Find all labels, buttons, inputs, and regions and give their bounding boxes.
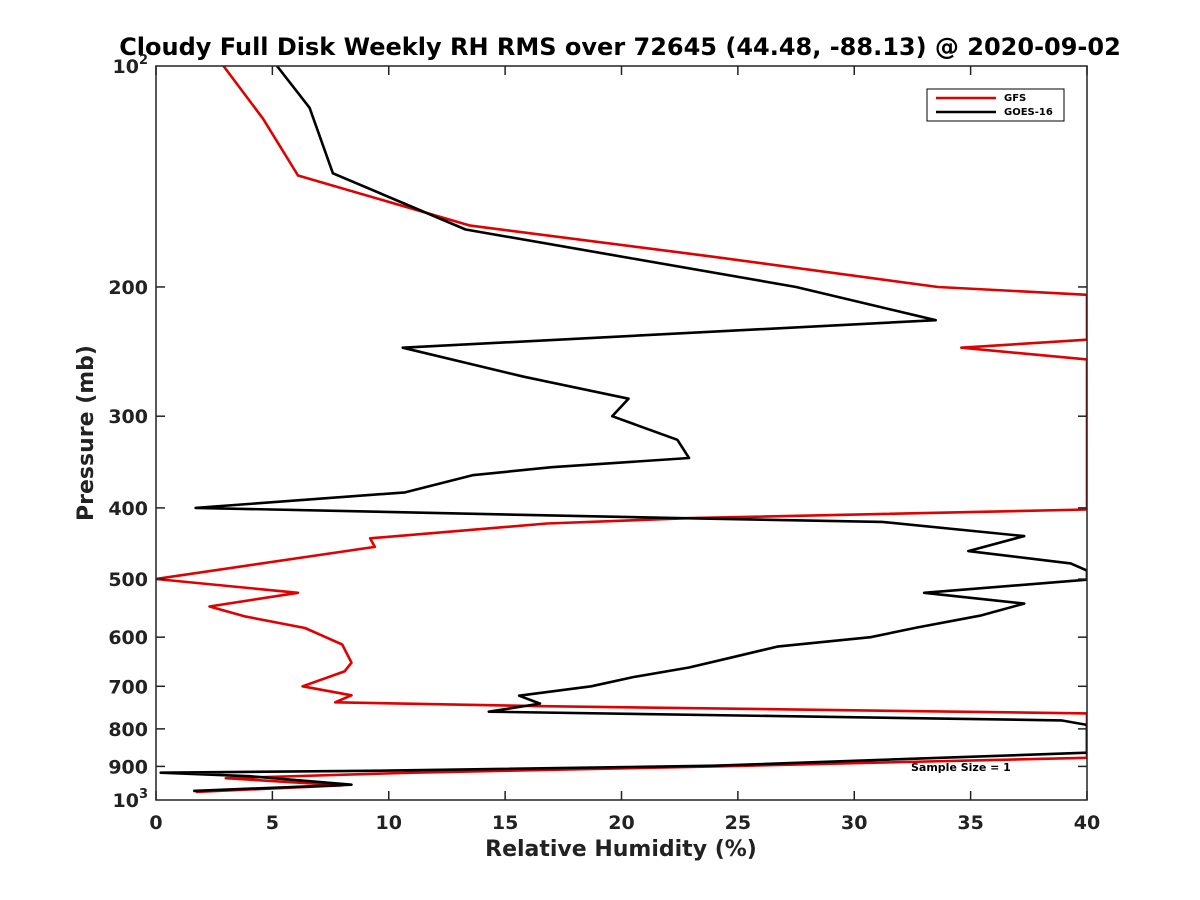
series-layer [156,66,1087,794]
x-tick-label: 5 [266,812,279,834]
legend-label-goes16: GOES-16 [1004,107,1053,118]
y-tick-label: 900 [108,756,148,778]
y-tick-label-power: 102 [113,53,149,78]
x-axis-label: Relative Humidity (%) [485,837,757,862]
x-tick-label: 10 [376,812,402,834]
series-line-goes16 [159,66,1087,793]
y-tick-label: 600 [108,627,148,649]
legend-label-gfs: GFS [1004,93,1026,104]
x-tick-label: 35 [957,812,983,834]
y-tick-label: 200 [108,277,148,299]
y-tick-label: 300 [108,406,148,428]
y-tick-label: 700 [108,676,148,698]
y-tick-label: 800 [108,719,148,741]
x-tick-label: 25 [725,812,751,834]
x-tick-label: 15 [492,812,518,834]
chart-title: Cloudy Full Disk Weekly RH RMS over 7264… [119,33,1121,61]
x-tick-label: 0 [149,812,162,834]
y-axis-ticks: 200 300 400 500 600 700 800 900 102 103 [108,53,1087,812]
x-tick-label: 40 [1074,812,1100,834]
x-axis-ticks: 0 5 10 15 20 25 30 35 40 [149,66,1100,834]
y-tick-label-power: 103 [113,787,149,812]
plot-area: 0 5 10 15 20 25 30 35 40 200 300 400 500 600 700 800 90… [108,53,1100,834]
x-tick-label: 20 [608,812,634,834]
y-axis-label: Pressure (mb) [74,345,99,521]
sample-size-annotation: Sample Size = 1 [911,761,1011,774]
y-tick-label: 500 [108,569,148,591]
series-line-gfs [156,66,1087,794]
legend-box [926,88,1065,122]
y-tick-label: 400 [108,498,148,520]
axes-frame [155,65,1088,801]
x-tick-label: 30 [841,812,867,834]
legend: GFS GOES-16 [926,88,1065,122]
